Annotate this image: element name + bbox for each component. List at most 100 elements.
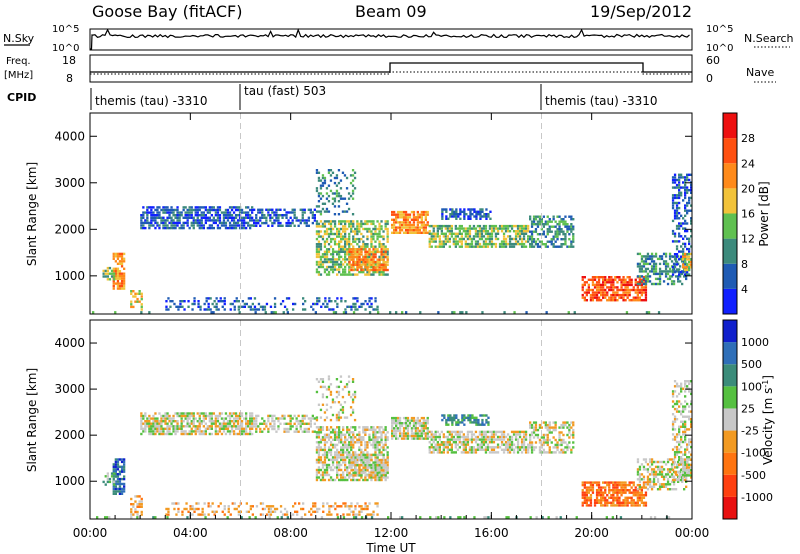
data-cell xyxy=(364,466,367,469)
data-cell xyxy=(188,226,191,230)
data-cell xyxy=(673,263,677,266)
data-cell xyxy=(303,430,306,433)
data-cell xyxy=(325,230,329,233)
data-cell xyxy=(572,235,575,238)
data-cell xyxy=(595,489,599,492)
data-cell xyxy=(118,480,122,483)
data-cell xyxy=(123,487,126,491)
data-cell xyxy=(340,433,343,436)
data-cell xyxy=(356,471,359,474)
data-cell xyxy=(372,471,375,474)
data-cell xyxy=(514,240,518,243)
data-cell xyxy=(454,242,457,246)
data-cell xyxy=(450,224,453,228)
data-cell xyxy=(277,221,280,225)
data-cell xyxy=(482,242,486,246)
data-cell xyxy=(380,441,383,444)
data-cell xyxy=(368,461,371,464)
data-cell xyxy=(378,431,381,434)
data-cell xyxy=(404,226,408,229)
data-cell xyxy=(170,211,173,214)
data-cell xyxy=(317,265,321,269)
data-cell xyxy=(118,465,122,468)
data-cell xyxy=(358,469,361,472)
data-cell xyxy=(118,262,122,265)
data-cell xyxy=(610,489,613,492)
data-cell xyxy=(634,299,637,302)
data-cell xyxy=(451,215,454,218)
data-cell xyxy=(396,416,400,420)
data-cell xyxy=(688,250,691,253)
data-cell xyxy=(176,427,179,430)
data-cell xyxy=(370,453,373,457)
data-cell xyxy=(406,429,410,433)
data-cell xyxy=(585,489,588,492)
data-cell xyxy=(406,419,410,422)
data-cell xyxy=(360,260,363,264)
data-cell xyxy=(587,486,590,489)
data-cell xyxy=(317,225,321,228)
data-cell xyxy=(132,290,135,293)
data-cell xyxy=(362,436,365,439)
data-cell xyxy=(271,414,274,418)
data-cell xyxy=(331,237,335,241)
data-cell xyxy=(340,451,343,454)
data-cell xyxy=(546,438,549,442)
data-cell xyxy=(319,187,323,190)
data-cell xyxy=(600,494,603,497)
data-cell xyxy=(240,425,244,428)
data-cell xyxy=(386,476,389,479)
data-cell xyxy=(451,210,454,213)
data-cell xyxy=(166,206,169,209)
data-cell xyxy=(554,446,557,449)
data-cell xyxy=(212,422,215,425)
data-cell xyxy=(156,216,159,219)
data-cell xyxy=(319,184,323,187)
data-cell xyxy=(532,230,536,233)
data-cell xyxy=(356,232,359,236)
data-cell xyxy=(640,283,643,287)
data-cell xyxy=(461,416,464,419)
data-cell xyxy=(673,265,677,269)
data-cell xyxy=(283,214,286,217)
data-cell xyxy=(414,422,418,425)
data-cell xyxy=(522,448,526,451)
data-cell xyxy=(271,221,274,225)
data-cell xyxy=(315,461,319,464)
data-cell xyxy=(327,194,331,198)
data-cell xyxy=(336,456,339,459)
data-cell xyxy=(360,263,363,266)
data-cell xyxy=(210,224,213,227)
data-cell xyxy=(478,232,482,235)
data-cell xyxy=(566,230,569,233)
data-cell xyxy=(583,499,586,502)
data-cell xyxy=(463,213,466,216)
data-cell xyxy=(480,232,484,235)
data-cell xyxy=(564,446,567,449)
data-cell xyxy=(275,211,278,214)
data-cell xyxy=(468,227,472,230)
data-cell xyxy=(313,417,316,420)
data-cell xyxy=(606,291,609,294)
data-cell xyxy=(315,451,319,454)
data-cell xyxy=(380,220,383,223)
data-cell xyxy=(362,248,365,251)
data-cell xyxy=(416,427,419,430)
data-cell xyxy=(652,260,656,263)
data-cell xyxy=(536,245,540,248)
data-cell xyxy=(690,191,693,194)
data-cell xyxy=(370,255,373,259)
data-cell xyxy=(255,308,259,311)
data-cell xyxy=(440,451,443,454)
data-cell xyxy=(684,260,687,264)
data-cell xyxy=(292,308,295,311)
data-cell xyxy=(382,469,385,472)
data-cell xyxy=(620,296,623,299)
data-cell xyxy=(685,277,688,281)
data-cell xyxy=(162,414,165,418)
data-cell xyxy=(336,227,339,231)
data-cell xyxy=(386,438,389,441)
data-cell xyxy=(265,219,268,222)
data-cell xyxy=(638,267,642,271)
data-cell xyxy=(552,446,555,449)
